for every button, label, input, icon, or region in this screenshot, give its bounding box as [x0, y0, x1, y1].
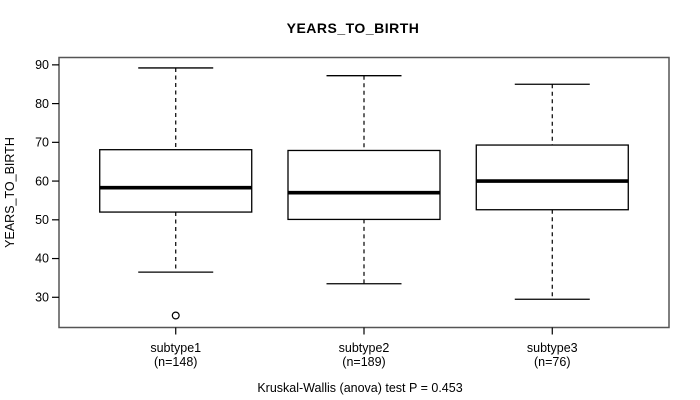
group-label: subtype1	[150, 341, 201, 355]
chart-title: YEARS_TO_BIRTH	[287, 20, 420, 36]
y-axis-tick-label: 30	[35, 290, 49, 304]
outlier-point	[171, 311, 180, 320]
y-axis-tick-label: 90	[35, 58, 49, 72]
boxplot-groups: subtype1(n=148)subtype2(n=189)subtype3(n…	[99, 67, 629, 369]
y-axis-title: YEARS_TO_BIRTH	[3, 137, 17, 248]
group-label: subtype2	[339, 341, 390, 355]
group-count-label: (n=148)	[154, 355, 197, 369]
boxplot-group-subtype1: subtype1(n=148)	[99, 67, 253, 369]
boxplot-group-subtype2: subtype2(n=189)	[287, 75, 441, 369]
y-axis-tick-label: 80	[35, 97, 49, 111]
iqr-box	[287, 149, 441, 221]
stat-test-caption: Kruskal-Wallis (anova) test P = 0.453	[257, 381, 462, 395]
y-axis-tick-label: 70	[35, 136, 49, 150]
boxplot-group-subtype3: subtype3(n=76)	[475, 83, 629, 369]
group-count-label: (n=76)	[534, 355, 570, 369]
y-axis-tick-label: 50	[35, 213, 49, 227]
group-count-label: (n=189)	[342, 355, 385, 369]
iqr-box	[475, 144, 629, 211]
iqr-box	[99, 149, 253, 213]
group-label: subtype3	[527, 341, 578, 355]
y-axis: 30 40 50 60 70 80 90	[35, 58, 59, 304]
y-axis-tick-label: 40	[35, 252, 49, 266]
y-axis-tick-label: 60	[35, 174, 49, 188]
